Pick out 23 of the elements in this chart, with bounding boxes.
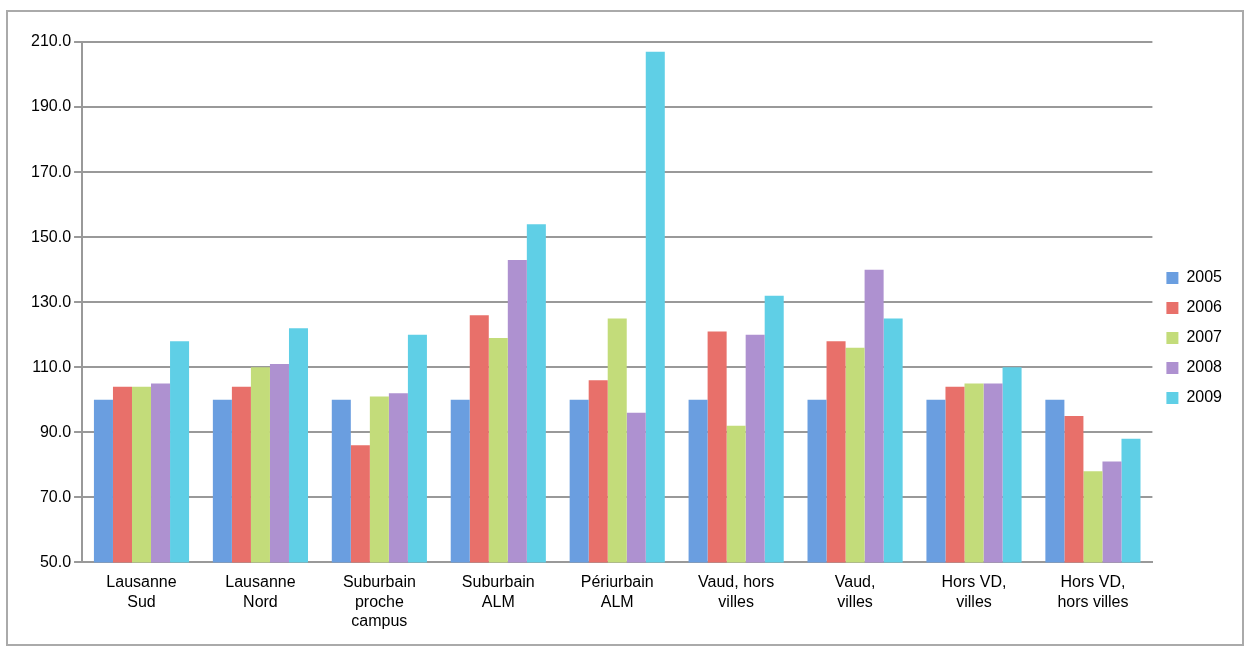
y-tick-label: 90.0	[39, 422, 72, 440]
x-tick-label: Hors VD, villes	[941, 573, 1007, 610]
y-tick-label: 170.0	[30, 162, 72, 180]
y-tick-label: 110.0	[32, 357, 72, 375]
x-tick-label: Lausanne Nord	[225, 573, 296, 610]
y-tick-label: 190.0	[30, 97, 72, 115]
x-tick-label: Périurbain ALM	[580, 573, 654, 610]
y-tick-label: 150.0	[30, 227, 72, 245]
y-tick-label: 210.0	[30, 32, 72, 50]
x-tick-label: Vaud, hors villes	[698, 573, 775, 610]
y-tick-label: 50.0	[39, 552, 72, 570]
y-tick-label: 70.0	[39, 487, 72, 505]
x-tick-label: Suburbain proche campus	[342, 573, 416, 629]
x-tick-label: Lausanne Sud	[106, 573, 177, 610]
legend-label: 2007	[1186, 328, 1223, 346]
x-tick-label: Hors VD, hors villes	[1057, 573, 1129, 610]
y-tick-label: 130.0	[30, 292, 72, 310]
legend-label: 2006	[1186, 298, 1223, 316]
legend-label: 2005	[1186, 268, 1223, 286]
x-tick-label: Vaud, villes	[834, 573, 876, 610]
x-tick-label: Suburbain ALM	[461, 573, 535, 610]
legend-label: 2009	[1186, 388, 1223, 406]
legend-label: 2008	[1186, 358, 1223, 376]
